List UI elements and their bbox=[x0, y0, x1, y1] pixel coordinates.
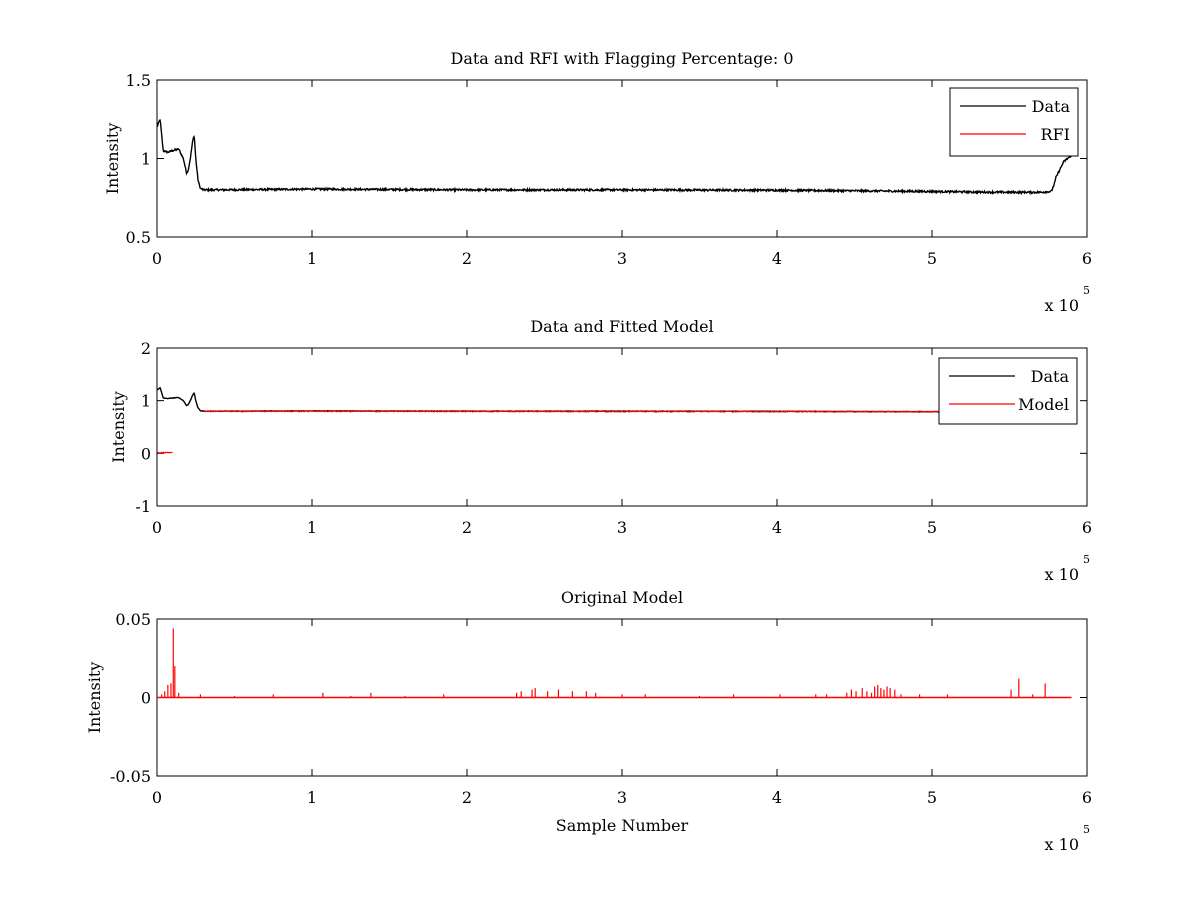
x-tick-label: 2 bbox=[462, 249, 472, 268]
y-tick-label: 1 bbox=[141, 150, 151, 169]
x-tick-label: 2 bbox=[462, 518, 472, 537]
y-tick-label: 1.5 bbox=[126, 71, 151, 90]
x-tick-label: 1 bbox=[307, 518, 317, 537]
legend: Data RFI bbox=[949, 87, 1079, 157]
series-model-segment bbox=[157, 451, 173, 455]
y-tick-label: 2 bbox=[141, 339, 151, 358]
x-tick-label: 4 bbox=[772, 788, 782, 807]
x-exponent-power: 5 bbox=[1083, 823, 1090, 836]
y-tick-label: 0 bbox=[141, 689, 151, 708]
x-tick-label: 3 bbox=[617, 788, 627, 807]
series-data-line bbox=[157, 386, 964, 413]
chart-title: Original Model bbox=[561, 588, 683, 607]
legend-entry: Data bbox=[1032, 97, 1071, 116]
y-axis-label: Intensity bbox=[103, 123, 122, 195]
legend-entry: Data bbox=[1031, 367, 1070, 386]
series-model-segment bbox=[203, 410, 964, 414]
x-tick-label: 4 bbox=[772, 518, 782, 537]
plot-area bbox=[157, 386, 964, 455]
chart-title: Data and Fitted Model bbox=[530, 317, 713, 336]
plot-area bbox=[157, 118, 1073, 196]
x-tick-label: 5 bbox=[927, 518, 937, 537]
x-exponent-label: x 10 bbox=[1045, 296, 1079, 315]
x-tick-label: 0 bbox=[152, 788, 162, 807]
y-tick-label: 0 bbox=[141, 444, 151, 463]
x-exponent-label: x 10 bbox=[1045, 565, 1079, 584]
x-tick-label: 3 bbox=[617, 249, 627, 268]
x-tick-label: 2 bbox=[462, 788, 472, 807]
x-tick-label: 5 bbox=[927, 249, 937, 268]
legend-box bbox=[938, 357, 1078, 425]
x-tick-label: 0 bbox=[152, 518, 162, 537]
chart-title: Data and RFI with Flagging Percentage: 0 bbox=[450, 49, 793, 68]
x-axis-label: Sample Number bbox=[556, 816, 689, 835]
y-axis-label: Intensity bbox=[85, 662, 104, 734]
x-tick-label: 3 bbox=[617, 518, 627, 537]
x-exponent-power: 5 bbox=[1083, 284, 1090, 297]
y-tick-label: 0.5 bbox=[126, 228, 151, 247]
subplot-1: Data and RFI with Flagging Percentage: 0… bbox=[103, 49, 1092, 315]
series-data-line bbox=[157, 118, 1073, 196]
y-tick-label: 1 bbox=[141, 392, 151, 411]
y-tick-label: -1 bbox=[135, 497, 151, 516]
x-tick-label: 6 bbox=[1082, 518, 1092, 537]
x-tick-label: 6 bbox=[1082, 249, 1092, 268]
x-tick-label: 6 bbox=[1082, 788, 1092, 807]
x-tick-label: 0 bbox=[152, 249, 162, 268]
x-exponent-power: 5 bbox=[1083, 553, 1090, 566]
x-tick-label: 4 bbox=[772, 249, 782, 268]
y-tick-label: 0.05 bbox=[115, 610, 151, 629]
y-axis-label: Intensity bbox=[109, 391, 128, 463]
legend-entry: Model bbox=[1018, 395, 1069, 414]
plot-area bbox=[157, 628, 1072, 699]
axes-box bbox=[156, 79, 1088, 238]
x-exponent-label: x 10 bbox=[1045, 835, 1079, 854]
x-tick-label: 1 bbox=[307, 249, 317, 268]
legend-box bbox=[949, 87, 1079, 157]
x-tick-label: 1 bbox=[307, 788, 317, 807]
legend: Data Model bbox=[938, 357, 1078, 425]
x-tick-label: 5 bbox=[927, 788, 937, 807]
y-tick-label: -0.05 bbox=[110, 767, 151, 786]
legend-entry: RFI bbox=[1041, 125, 1070, 144]
